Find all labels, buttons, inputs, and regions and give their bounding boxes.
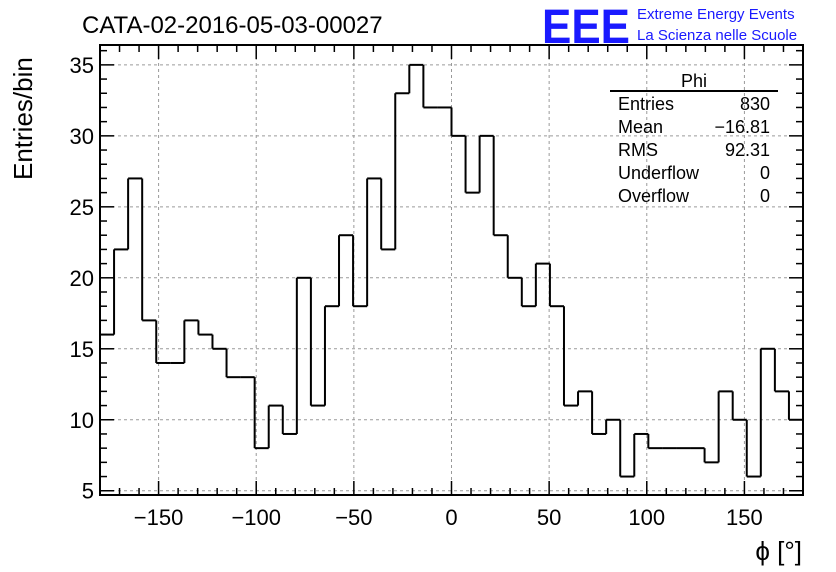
x-tick-label: 50 [537,505,561,530]
stats-label: RMS [618,140,658,160]
stats-value: 92.31 [725,140,770,160]
histogram-series [99,63,804,495]
x-tick-label: 150 [726,505,763,530]
x-tick-label: −100 [231,505,281,530]
logo-text: EEE [542,1,630,54]
y-tick-label: 25 [70,195,94,220]
stats-value: −16.81 [714,117,770,137]
x-tick-label: −50 [335,505,372,530]
x-tick-label: 0 [445,505,457,530]
chart-title: CATA-02-2016-05-03-00027 [82,12,383,39]
y-axis-title: Entries/bin [8,57,38,180]
x-tick-label: 100 [628,505,665,530]
plot-frame [99,44,804,496]
stats-label: Mean [618,117,663,137]
x-tick-labels: −150 −100 −50 0 50 100 150 [134,505,763,530]
eee-logo: EEE Extreme Energy Events La Scienza nel… [542,1,797,54]
stats-value: 0 [760,186,770,206]
stats-title: Phi [681,71,707,91]
y-tick-label: 15 [70,337,94,362]
stats-label: Overflow [618,186,690,206]
y-tick-labels: 5 10 15 20 25 30 35 [70,53,94,504]
stats-label: Underflow [618,163,700,183]
stats-label: Entries [618,94,674,114]
y-tick-label: 10 [70,408,94,433]
logo-line-1: Extreme Energy Events [637,6,795,23]
y-tick-label: 35 [70,53,94,78]
logo-line-2: La Scienza nelle Scuole [637,27,797,44]
axis-ticks [100,45,803,495]
y-tick-label: 5 [82,479,94,504]
stats-box: Phi Entries 830 Mean −16.81 RMS 92.31 Underflo… [610,71,778,206]
y-tick-label: 20 [70,266,94,291]
stats-value: 830 [740,94,770,114]
x-tick-label: −150 [134,505,184,530]
x-axis-title: ϕ [°] [755,536,802,566]
y-tick-label: 30 [70,124,94,149]
stats-value: 0 [760,163,770,183]
stats-rows: Entries 830 Mean −16.81 RMS 92.31 Underflow 0 Ov… [618,94,770,206]
